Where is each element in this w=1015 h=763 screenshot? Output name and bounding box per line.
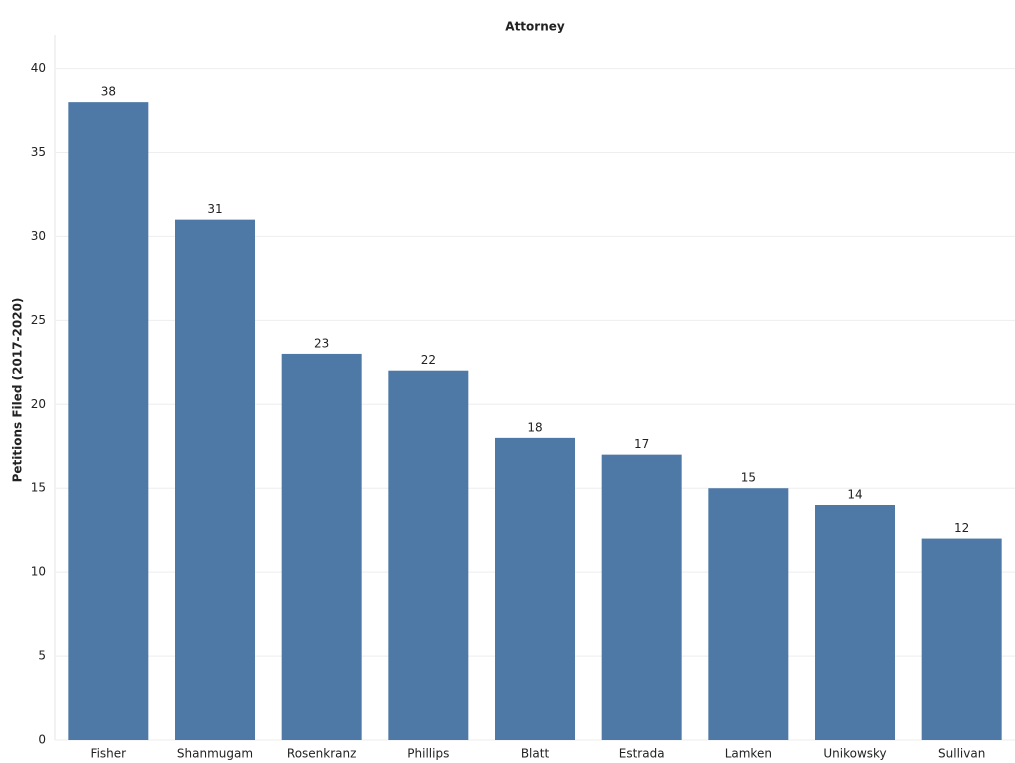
value-label: 23 (314, 336, 329, 350)
y-tick-label: 5 (38, 649, 46, 663)
y-tick-label: 30 (31, 229, 46, 243)
y-tick-label: 10 (31, 565, 46, 579)
bar (388, 370, 469, 740)
y-axis-title: Petitions Filed (2017-2020) (11, 298, 25, 483)
x-tick-label: Shanmugam (177, 747, 253, 761)
x-tick-label: Rosenkranz (287, 747, 357, 761)
value-label: 15 (741, 471, 756, 485)
y-tick-label: 0 (38, 733, 46, 747)
bar (175, 219, 255, 741)
x-tick-label: Blatt (521, 747, 550, 761)
chart-title: Attorney (505, 20, 565, 34)
bar (495, 437, 575, 740)
y-tick-label: 40 (31, 61, 46, 75)
value-label: 31 (207, 202, 222, 216)
bar (68, 102, 149, 740)
value-label: 17 (634, 437, 649, 451)
x-tick-label: Unikowsky (823, 747, 886, 761)
value-label: 18 (527, 420, 542, 434)
bar (601, 454, 682, 740)
x-tick-label: Phillips (407, 747, 449, 761)
value-label: 14 (847, 488, 862, 502)
bar (708, 488, 789, 740)
value-label: 12 (954, 521, 969, 535)
x-tick-label: Lamken (725, 747, 772, 761)
y-tick-label: 25 (31, 313, 46, 327)
y-tick-label: 15 (31, 481, 46, 495)
bar (281, 353, 362, 740)
bar (921, 538, 1002, 740)
x-tick-label: Fisher (91, 747, 127, 761)
bar (815, 505, 895, 740)
value-label: 38 (101, 85, 116, 99)
x-tick-label: Sullivan (938, 747, 985, 761)
y-tick-label: 20 (31, 397, 46, 411)
x-tick-label: Estrada (619, 747, 665, 761)
y-tick-label: 35 (31, 145, 46, 159)
value-label: 22 (421, 353, 436, 367)
